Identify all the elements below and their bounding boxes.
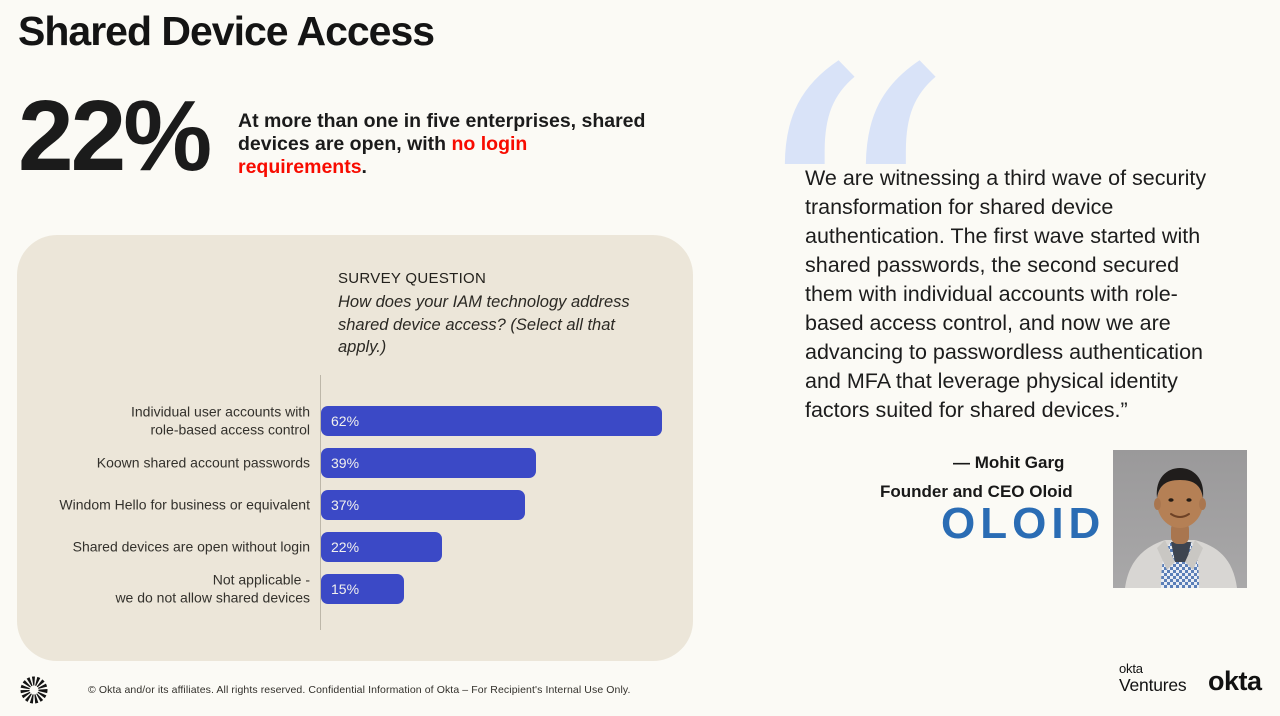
bar-chart: Individual user accounts with role-based… (30, 403, 675, 646)
stat-text-prefix: At more than one in five enterprises, sh… (238, 110, 646, 155)
category-label: Windom Hello for business or equivalent (59, 496, 310, 513)
stat-text: At more than one in five enterprises, sh… (238, 110, 658, 179)
stat-text-highlight: no login requirements (238, 133, 528, 178)
bar-value-label: 15% (331, 581, 360, 597)
stat-value: 22% (18, 80, 212, 192)
oloid-logo: OLOID (941, 499, 1106, 548)
bar-value-label: 37% (331, 497, 360, 513)
okta-burst-icon (20, 676, 48, 704)
stat-text-suffix: . (361, 156, 367, 178)
chart-row: Individual user accounts with role-based… (30, 403, 675, 438)
bar: 15% (321, 574, 404, 604)
portrait-illustration (1113, 450, 1247, 588)
category-label: Koown shared account passwords (96, 454, 310, 471)
survey-question-label: SURVEY QUESTION (338, 270, 487, 287)
survey-question-text: How does your IAM technology address sha… (338, 293, 630, 357)
chart-row: Not applicable - we do not allow shared … (30, 571, 675, 606)
bar: 39% (321, 448, 536, 478)
category-label: Not applicable - we do not allow shared … (115, 571, 310, 606)
bar-value-label: 62% (331, 413, 360, 429)
okta-ventures-logo: okta Ventures (1119, 661, 1187, 695)
okta-logo: okta (1208, 666, 1262, 696)
chart-row: Windom Hello for business or equivalent 3… (30, 490, 675, 520)
bar-value-label: 39% (331, 455, 360, 471)
chart-row: Shared devices are open without login 22% (30, 532, 675, 562)
bar: 62% (321, 406, 662, 436)
page-title: Shared Device Access (18, 8, 435, 54)
portrait-photo (1113, 450, 1247, 588)
chart-axis-line (320, 375, 321, 630)
bar: 22% (321, 532, 442, 562)
okta-ventures-logo-bottom: Ventures (1119, 675, 1187, 695)
quote-attribution: — Mohit Garg (953, 453, 1065, 472)
quote-role: Founder and CEO Oloid (880, 482, 1073, 501)
quote-text: We are witnessing a third wave of securi… (805, 166, 1207, 423)
chart-row: Koown shared account passwords 39% (30, 448, 675, 478)
okta-ventures-logo-top: okta (1119, 661, 1143, 676)
copyright-text: © Okta and/or its affiliates. All rights… (88, 684, 631, 696)
category-label: Shared devices are open without login (72, 538, 310, 555)
category-label: Individual user accounts with role-based… (131, 403, 310, 438)
bar: 37% (321, 490, 525, 520)
bar-value-label: 22% (331, 539, 360, 555)
